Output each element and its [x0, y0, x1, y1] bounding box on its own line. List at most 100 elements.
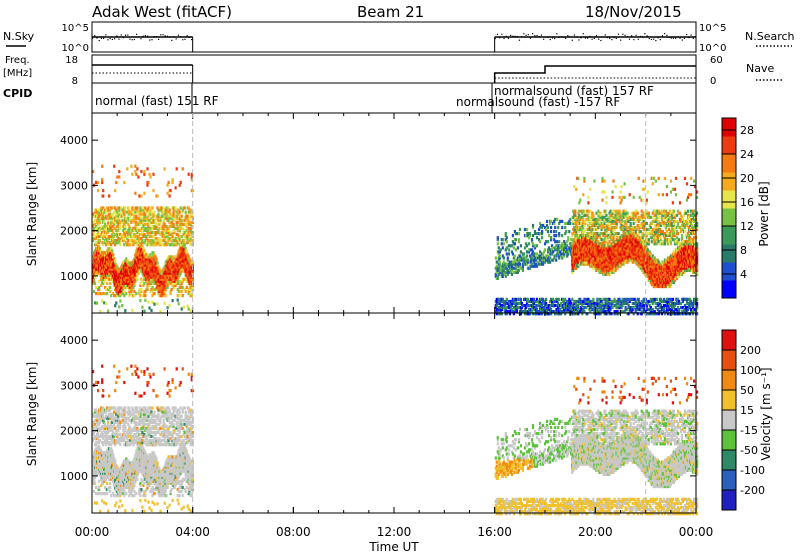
- heatmap-cell: [176, 224, 179, 228]
- nsearch-point: [142, 35, 144, 37]
- heatmap-cell: [181, 208, 184, 212]
- heatmap-cell: [629, 217, 632, 221]
- heatmap-cell: [632, 306, 635, 310]
- heatmap-cell: [564, 221, 567, 225]
- nsearch-point: [611, 39, 613, 41]
- nsearch-point: [536, 34, 538, 37]
- heatmap-cell: [123, 214, 126, 218]
- heatmap-cell: [102, 212, 105, 216]
- heatmap-cell: [105, 208, 108, 212]
- heatmap-cell: [139, 206, 142, 210]
- heatmap-cell: [182, 228, 185, 232]
- heatmap-cell: [608, 297, 611, 301]
- heatmap-cell: [136, 226, 139, 230]
- nsearch-point: [180, 36, 182, 38]
- heatmap-cell: [139, 214, 142, 218]
- heatmap-cell: [565, 230, 568, 234]
- heatmap-cell: [512, 297, 515, 301]
- heatmap-cell: [579, 198, 582, 202]
- heatmap-cell: [587, 201, 590, 205]
- nsearch-point: [166, 35, 168, 37]
- nsearch-point: [642, 36, 644, 38]
- nsearch-point: [184, 38, 186, 40]
- nsearch-point: [573, 34, 576, 36]
- nsearch-point: [661, 35, 664, 37]
- heatmap-cell: [95, 241, 98, 245]
- heatmap-cell: [613, 297, 616, 301]
- heatmap-cell: [139, 294, 142, 298]
- heatmap-cell: [96, 220, 99, 224]
- heatmap-cell: [99, 247, 102, 251]
- heatmap-cell: [601, 176, 604, 180]
- heatmap-cell: [169, 255, 172, 259]
- heatmap-cell: [98, 222, 101, 226]
- heatmap-cell: [564, 225, 567, 230]
- heatmap-cell: [139, 283, 142, 287]
- heatmap-cell: [108, 277, 111, 281]
- nsearch-point: [631, 35, 633, 37]
- nsearch-point: [125, 34, 127, 36]
- heatmap-cell: [142, 224, 145, 228]
- heatmap-cell: [617, 232, 620, 236]
- heatmap-cell: [505, 297, 508, 301]
- heatmap-cell: [190, 172, 193, 176]
- heatmap-cell: [126, 234, 129, 239]
- heatmap-cell: [188, 230, 191, 235]
- heatmap-cell: [184, 247, 187, 251]
- heatmap-cell: [507, 244, 510, 248]
- heatmap-cell: [148, 243, 151, 247]
- heatmap-cell: [135, 241, 138, 245]
- heatmap-cell: [134, 164, 137, 168]
- heatmap-cell: [100, 218, 103, 222]
- heatmap-cell: [500, 312, 503, 316]
- heatmap-cell: [632, 301, 635, 306]
- nsearch-point: [562, 36, 565, 38]
- heatmap-cell: [115, 212, 118, 216]
- heatmap-cell: [148, 220, 151, 224]
- heatmap-cell: [138, 267, 141, 271]
- heatmap-cell: [118, 170, 121, 174]
- heatmap-cell: [165, 230, 168, 235]
- heatmap-cell: [135, 220, 138, 224]
- heatmap-cell: [105, 230, 108, 235]
- heatmap-cell: [499, 304, 502, 308]
- heatmap-cell: [170, 287, 173, 292]
- heatmap-cell: [157, 214, 160, 218]
- heatmap-cell: [129, 243, 132, 247]
- nsearch-point: [514, 35, 516, 38]
- heatmap-cell: [530, 238, 534, 242]
- heatmap-cell: [98, 279, 101, 283]
- heatmap-cell: [165, 212, 168, 216]
- heatmap-cell: [120, 212, 123, 216]
- heatmap-cell: [186, 304, 189, 308]
- heatmap-cell: [597, 297, 600, 301]
- heatmap-cell: [148, 210, 151, 214]
- heatmap-cell: [539, 240, 542, 244]
- heatmap-cell: [158, 267, 161, 271]
- heatmap-cell: [604, 209, 607, 213]
- heatmap-cell: [513, 254, 516, 258]
- heatmap-cell: [123, 243, 126, 247]
- heatmap-cell: [118, 208, 121, 212]
- heatmap-cell: [105, 210, 108, 214]
- nsearch-point: [158, 38, 160, 40]
- heatmap-cell: [129, 277, 132, 281]
- nsearch-point: [681, 39, 683, 41]
- freq-tick-top: 18: [65, 55, 78, 66]
- heatmap-cell: [627, 219, 630, 223]
- heatmap-cell: [151, 294, 154, 298]
- heatmap-cell: [550, 219, 553, 223]
- heatmap-cell: [139, 220, 142, 224]
- heatmap-cell: [554, 304, 557, 308]
- freq-label-line1: Freq.: [5, 55, 30, 66]
- heatmap-cell: [538, 262, 541, 266]
- heatmap-cell: [96, 301, 99, 305]
- heatmap-cell: [497, 246, 500, 250]
- heatmap-cell: [144, 208, 147, 212]
- heatmap-cell: [189, 309, 192, 313]
- heatmap-cell: [518, 262, 521, 266]
- heatmap-cell: [150, 234, 153, 239]
- heatmap-cell: [189, 222, 192, 226]
- heatmap-cell: [116, 265, 119, 269]
- heatmap-cell: [190, 294, 193, 298]
